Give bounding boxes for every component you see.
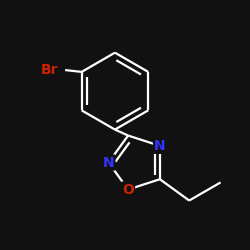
- Text: O: O: [122, 182, 134, 196]
- Text: Br: Br: [40, 63, 58, 77]
- Text: N: N: [154, 139, 166, 153]
- Text: N: N: [103, 156, 114, 170]
